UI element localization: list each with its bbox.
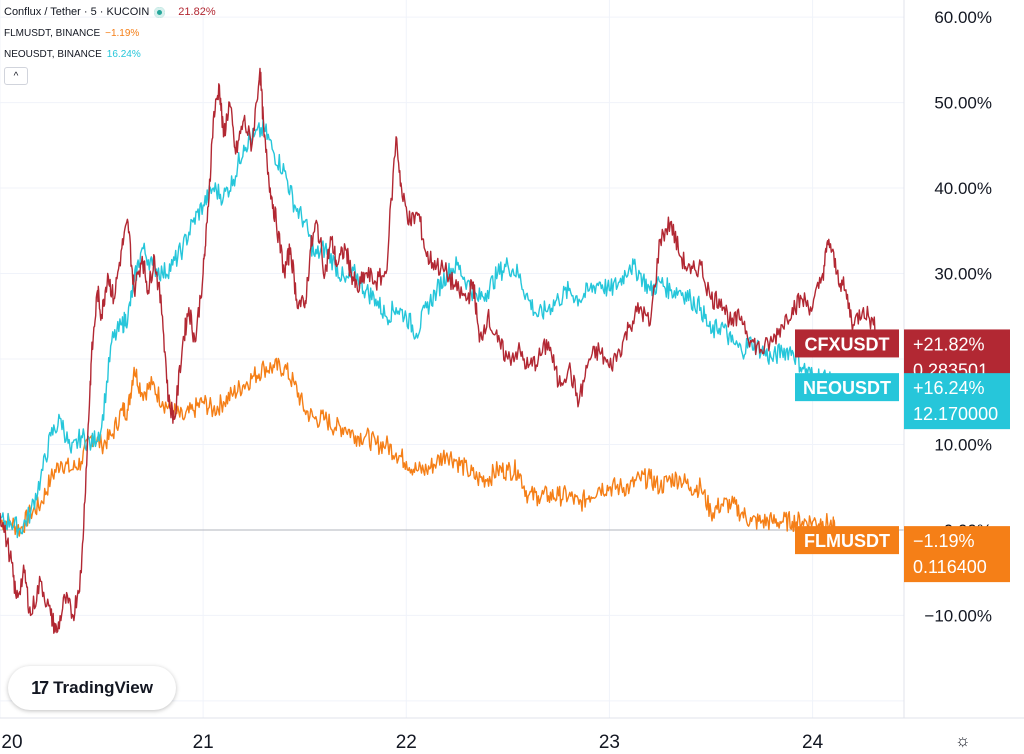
x-axis-ticks: 20 21 22 23 24: [1, 732, 823, 753]
series-name-label: CFXUSDT: [805, 334, 890, 354]
legend-main[interactable]: Conflux / Tether · 5 · KUCOIN 21.82%: [4, 2, 216, 23]
legend: Conflux / Tether · 5 · KUCOIN 21.82% FLM…: [4, 2, 216, 85]
x-tick-label: 22: [396, 732, 417, 753]
market-status-icon: [154, 7, 166, 18]
chevron-up-icon: ^: [13, 70, 19, 82]
series-name-label: NEOUSDT: [803, 378, 891, 398]
y-tick-label: 40.00%: [934, 179, 992, 198]
series-name-label: FLMUSDT: [804, 531, 890, 551]
gear-icon[interactable]: ☼: [955, 731, 971, 750]
series-line-flmusdt[interactable]: [0, 357, 838, 547]
series-name-box: [795, 373, 899, 402]
legend-compare-title: FLMUSDT, BINANCE: [4, 28, 101, 39]
series-name-box: [795, 526, 899, 555]
legend-compare-title: NEOUSDT, BINANCE: [4, 49, 102, 60]
series-change-label: −1.19%: [913, 531, 975, 551]
y-tick-label: 50.00%: [934, 94, 992, 113]
series-change-label: +21.82%: [913, 334, 985, 354]
series-value-box: [904, 526, 1010, 583]
legend-main-title: Conflux / Tether · 5 · KUCOIN: [4, 6, 150, 18]
series-layer: [0, 67, 883, 634]
x-tick-label: 21: [193, 732, 214, 753]
legend-collapse-button[interactable]: ^: [4, 67, 28, 85]
x-tick-label: 23: [599, 732, 620, 753]
series-label-cfxusdt: CFXUSDT +21.82%0.283501: [795, 329, 1010, 386]
tradingview-logo[interactable]: 17 TradingView: [8, 666, 176, 710]
series-name-box: [795, 329, 899, 358]
series-change-label: +16.24%: [913, 378, 985, 398]
series-price-label: 0.116400: [913, 557, 987, 577]
x-tick-label: 24: [802, 732, 824, 753]
y-tick-label: 60.00%: [934, 8, 992, 27]
y-tick-label: 10.00%: [934, 435, 992, 454]
series-price-label: 12.170000: [913, 404, 998, 424]
legend-main-value: 21.82%: [178, 6, 216, 18]
legend-compare-flm[interactable]: FLMUSDT, BINANCE −1.19%: [4, 23, 216, 44]
y-tick-label: −10.00%: [924, 606, 992, 625]
tradingview-mark-icon: 17: [31, 677, 49, 698]
tradingview-logo-text: TradingView: [53, 678, 153, 697]
series-line-neousdt[interactable]: [0, 118, 875, 539]
series-label-neousdt: NEOUSDT +16.24% 12.170000: [795, 373, 1010, 430]
legend-compare-value: −1.19%: [105, 28, 140, 39]
legend-compare-value: 16.24%: [106, 49, 141, 60]
legend-compare-neo[interactable]: NEOUSDT, BINANCE 16.24%: [4, 44, 216, 65]
series-label-flmusdt: FLMUSDT −1.19% 0.116400: [795, 526, 1010, 583]
x-tick-label: 20: [1, 732, 22, 753]
series-line-cfxusdt[interactable]: [0, 67, 883, 634]
y-tick-label: 30.00%: [934, 265, 992, 284]
series-value-box: [904, 373, 1010, 430]
